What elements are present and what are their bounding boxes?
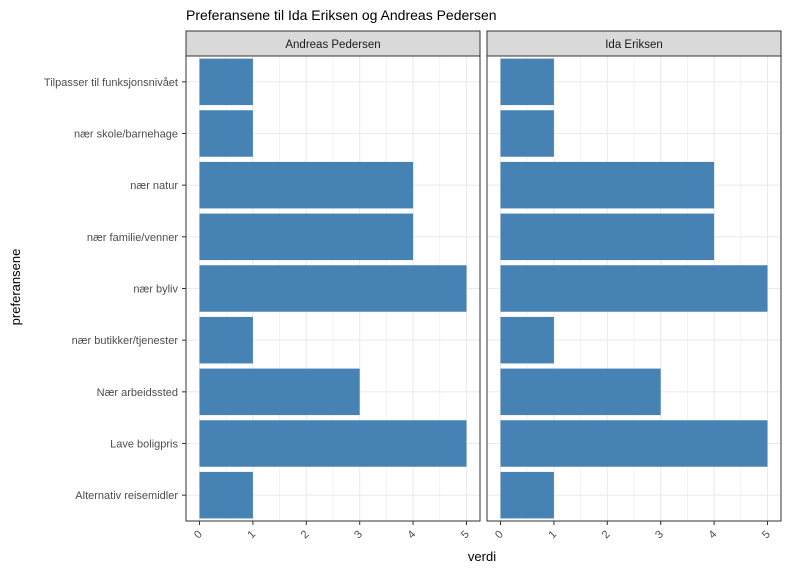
x-tick-label: 3 — [653, 528, 666, 541]
bar — [500, 213, 715, 261]
x-tick-label: 5 — [760, 528, 773, 541]
facet-panels: Andreas Pedersen 0 1 2 3 4 5 Ida Eriksen 0 1 2 3 4 5 — [185, 30, 782, 541]
x-tick-label: 2 — [299, 528, 312, 541]
bar — [199, 368, 360, 416]
x-tick-label: 0 — [493, 528, 506, 541]
category-labels: Tilpasser til funksjonsnivået nær skole/b… — [44, 77, 186, 502]
category-label: Alternativ reisemidler — [75, 490, 178, 502]
bar — [199, 316, 253, 364]
x-axis-title: verdi — [468, 549, 496, 564]
bar — [500, 316, 554, 364]
x-tick-label: 1 — [546, 528, 559, 541]
bar — [199, 471, 253, 519]
bar — [500, 265, 768, 312]
x-tick-label: 1 — [245, 528, 258, 541]
bar — [199, 58, 253, 106]
category-label: nær byliv — [133, 284, 178, 296]
facet-panel: Ida Eriksen 0 1 2 3 4 5 — [486, 30, 782, 541]
x-tick-label: 2 — [600, 528, 613, 541]
bar — [500, 368, 661, 416]
x-tick-label: 0 — [192, 528, 205, 541]
bar — [500, 161, 715, 209]
x-tick-label: 5 — [459, 528, 472, 541]
bar — [500, 471, 554, 519]
category-label: nær familie/venner — [87, 232, 178, 244]
facet-strip — [185, 30, 481, 57]
bar — [199, 420, 467, 467]
bar — [500, 110, 554, 157]
y-axis-title: preferansene — [8, 249, 23, 326]
facet-strip-label: Andreas Pedersen — [285, 39, 380, 51]
category-label: nær butikker/tjenester — [72, 335, 179, 347]
category-label: nær skole/barnehage — [74, 129, 178, 141]
bar — [199, 265, 467, 312]
x-tick-label: 4 — [406, 528, 419, 541]
facet-strip-label: Ida Eriksen — [605, 39, 663, 51]
facet-panel: Andreas Pedersen 0 1 2 3 4 5 — [185, 30, 481, 541]
category-label: Nær arbeidssted — [97, 387, 178, 399]
bar — [199, 161, 414, 209]
x-tick-label: 4 — [707, 528, 720, 541]
bar — [500, 58, 554, 106]
category-label: Tilpasser til funksjonsnivået — [44, 77, 178, 89]
category-label: nær natur — [130, 180, 178, 192]
category-label: Lave boligpris — [110, 439, 178, 451]
x-tick-label: 3 — [352, 528, 365, 541]
panel-border — [486, 55, 782, 522]
bar — [199, 213, 414, 261]
chart-title: Preferansene til Ida Eriksen og Andreas … — [186, 7, 497, 23]
bar — [500, 420, 768, 467]
bar — [199, 110, 253, 157]
